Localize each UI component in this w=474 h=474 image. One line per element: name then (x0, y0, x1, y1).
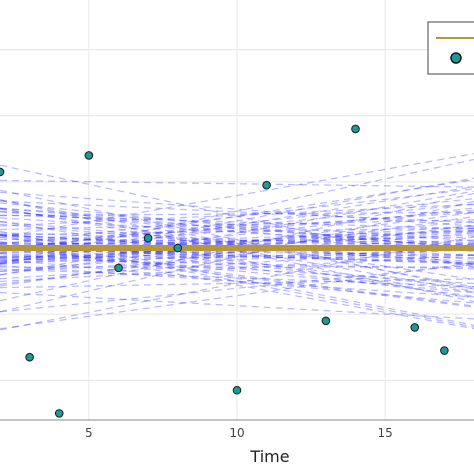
data-point-0 (0, 167, 5, 177)
sample-line-31 (0, 210, 474, 253)
x-axis-label: Time (249, 447, 289, 466)
x-tick-labels: 5 10 15 (85, 426, 393, 440)
sample-line-21 (0, 188, 474, 245)
sample-line-41 (0, 264, 474, 313)
data-point-5 (143, 233, 153, 243)
legend-marker-swatch (450, 52, 462, 64)
sample-line-75 (0, 248, 474, 294)
data-point-3 (84, 151, 94, 160)
sample-line-10 (0, 234, 474, 328)
sample-line-86 (0, 207, 474, 249)
data-point-8 (262, 180, 271, 190)
data-point-9 (321, 316, 331, 326)
sample-line-81 (0, 243, 474, 307)
sample-line-78 (0, 191, 474, 227)
sample-line-77 (0, 232, 474, 272)
data-point-2 (54, 409, 64, 418)
data-point-10 (351, 124, 360, 134)
sample-line-83 (0, 220, 474, 299)
sample-line-76 (0, 202, 474, 250)
sample-line-15 (0, 185, 474, 265)
sample-lines (0, 153, 474, 331)
x-tick-label-2: 15 (377, 426, 392, 440)
sample-line-64 (0, 258, 474, 304)
data-point-1 (25, 352, 34, 362)
sample-line-11 (0, 227, 474, 266)
sample-line-23 (0, 233, 474, 290)
sample-line-24 (0, 207, 474, 263)
sample-line-66 (0, 220, 474, 265)
sample-line-57 (0, 158, 474, 264)
legend-box (427, 21, 474, 75)
sample-line-20 (0, 208, 474, 281)
sample-line-88 (0, 215, 474, 287)
data-point-7 (232, 385, 242, 395)
sample-line-1 (0, 209, 474, 251)
sample-line-38 (0, 198, 474, 250)
sample-line-58 (0, 234, 474, 293)
data-point-12 (440, 346, 449, 355)
sample-line-19 (0, 200, 474, 313)
data-points (0, 124, 449, 418)
sample-line-45 (0, 221, 474, 265)
sample-line-16 (0, 211, 474, 276)
sample-line-44 (0, 245, 474, 308)
data-point-4 (114, 263, 123, 273)
sample-line-40 (0, 177, 474, 265)
x-tick-label-0: 5 (85, 426, 93, 440)
sample-line-84 (0, 235, 474, 331)
sample-line-0 (0, 190, 474, 276)
sample-line-67 (0, 224, 474, 285)
data-point-6 (173, 243, 183, 253)
sample-line-59 (0, 189, 474, 290)
sample-line-37 (0, 179, 474, 254)
sample-line-52 (0, 223, 474, 266)
sample-line-53 (0, 153, 474, 238)
sample-line-60 (0, 199, 474, 288)
sample-line-34 (0, 203, 474, 249)
sample-line-63 (0, 261, 474, 330)
sample-line-26 (0, 240, 474, 330)
x-tick-label-1: 10 (229, 426, 244, 440)
sample-line-65 (0, 230, 474, 326)
legend (427, 21, 474, 75)
data-point-11 (410, 323, 420, 332)
sample-line-43 (0, 164, 474, 268)
sample-line-56 (0, 236, 474, 297)
